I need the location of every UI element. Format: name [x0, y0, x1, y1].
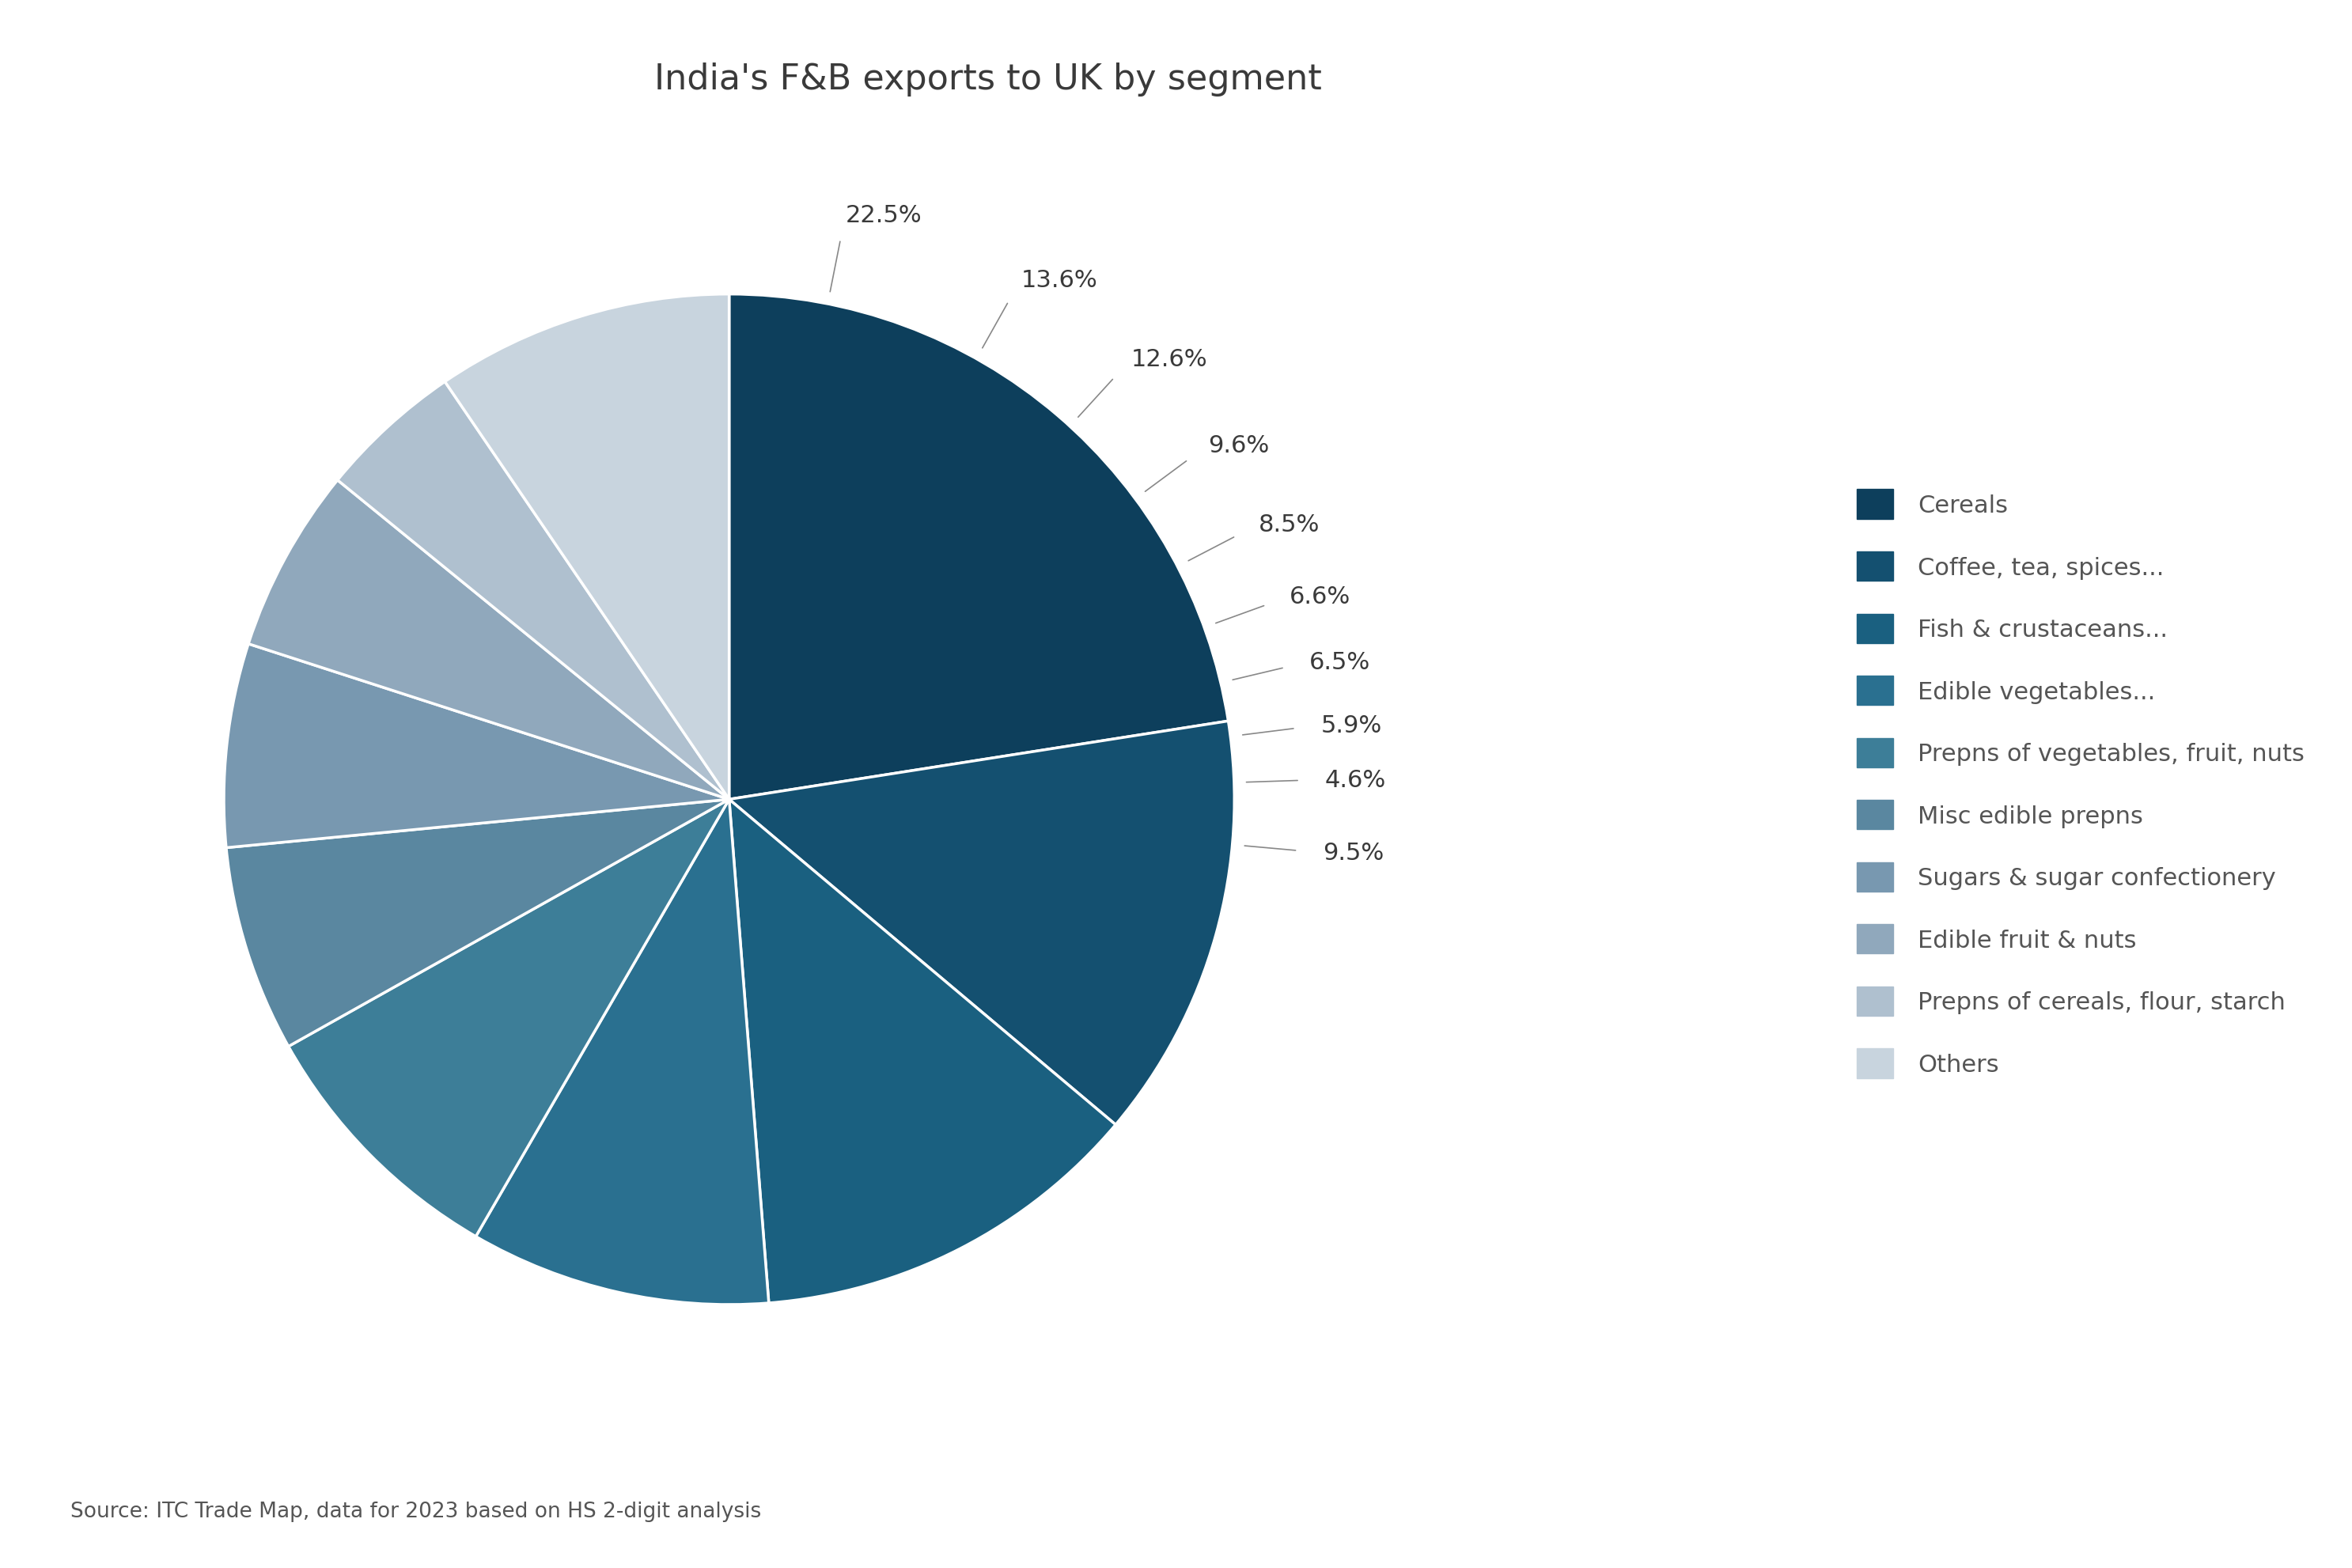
Legend: Cereals, Coffee, tea, spices..., Fish & crustaceans..., Edible vegetables..., Pr: Cereals, Coffee, tea, spices..., Fish & … [1844, 478, 2317, 1090]
Text: 9.5%: 9.5% [1322, 842, 1383, 864]
Text: 9.6%: 9.6% [1209, 434, 1270, 456]
Text: 5.9%: 5.9% [1322, 713, 1381, 737]
Text: 13.6%: 13.6% [1021, 268, 1098, 292]
Text: 6.5%: 6.5% [1310, 651, 1371, 674]
Text: 12.6%: 12.6% [1131, 348, 1207, 372]
Wedge shape [729, 800, 1115, 1303]
Text: 22.5%: 22.5% [844, 204, 922, 227]
Text: 4.6%: 4.6% [1324, 768, 1385, 792]
Wedge shape [289, 800, 729, 1237]
Wedge shape [223, 644, 729, 848]
Text: India's F&B exports to UK by segment: India's F&B exports to UK by segment [654, 63, 1322, 97]
Text: Source: ITC Trade Map, data for 2023 based on HS 2-digit analysis: Source: ITC Trade Map, data for 2023 bas… [71, 1501, 762, 1521]
Text: 8.5%: 8.5% [1258, 514, 1319, 536]
Text: 6.6%: 6.6% [1289, 585, 1350, 608]
Wedge shape [445, 295, 729, 800]
Wedge shape [729, 295, 1228, 800]
Wedge shape [475, 800, 769, 1305]
Wedge shape [249, 480, 729, 800]
Wedge shape [339, 383, 729, 800]
Wedge shape [729, 721, 1235, 1124]
Wedge shape [226, 800, 729, 1047]
